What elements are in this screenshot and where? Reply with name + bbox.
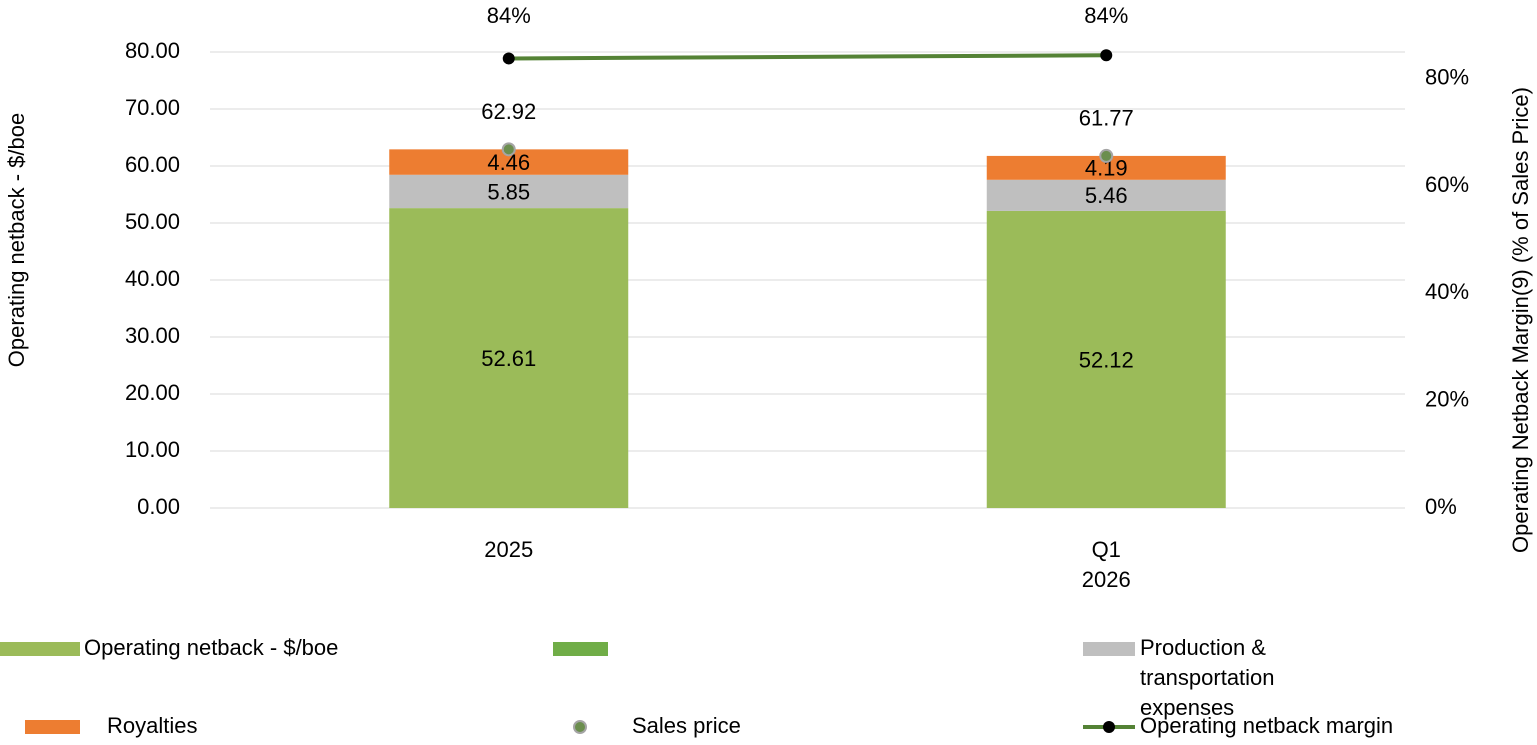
- y2-tick-label: 20%: [1425, 387, 1469, 412]
- y2-tick-label: 40%: [1425, 279, 1469, 304]
- y-tick-label: 30.00: [125, 323, 180, 348]
- data-label: 61.77: [1079, 106, 1134, 131]
- y-tick-label: 20.00: [125, 380, 180, 405]
- legend-label: Operating netback - $/boe: [84, 635, 339, 660]
- y2-axis-title: Operating Netback Margin(9) (% of Sales …: [1508, 87, 1533, 553]
- data-label: 52.12: [1079, 347, 1134, 372]
- bar-segment: [986, 155, 1226, 180]
- bar-segment: [986, 210, 1226, 508]
- data-label: 84%: [487, 3, 531, 28]
- legend-label: Royalties: [107, 713, 198, 738]
- data-label: 5.85: [487, 179, 530, 204]
- y-tick-label: 60.00: [125, 152, 180, 177]
- bar-segment: [986, 179, 1226, 211]
- data-label: 62.92: [481, 99, 536, 124]
- y2-tick-label: 80%: [1425, 65, 1469, 90]
- y2-tick-label: 60%: [1425, 172, 1469, 197]
- margin-dot: [1100, 49, 1113, 62]
- legend-swatch: [1083, 642, 1135, 656]
- bar-segment: [389, 174, 629, 209]
- legend-label: Sales price: [632, 713, 741, 738]
- y2-tick-label: 0%: [1425, 494, 1457, 519]
- x-tick-label: 2025: [484, 537, 534, 562]
- data-label: 5.46: [1085, 183, 1128, 208]
- y-tick-label: 80.00: [125, 38, 180, 63]
- legend-marker: [1103, 721, 1115, 733]
- legend-label: Production & transportation expenses: [1140, 635, 1275, 720]
- y-axis-title: Operating netback - $/boe: [4, 113, 29, 367]
- legend-marker: [573, 720, 587, 734]
- y-tick-label: 10.00: [125, 437, 180, 462]
- x-tick-label: Q1 2026: [1081, 537, 1131, 592]
- margin-dot: [502, 52, 515, 65]
- y-tick-label: 40.00: [125, 266, 180, 291]
- legend-swatch: [0, 642, 80, 656]
- margin-line: [508, 53, 1107, 61]
- legend-swatch: [553, 642, 608, 656]
- y-tick-label: 50.00: [125, 209, 180, 234]
- legend-swatch: [25, 720, 80, 734]
- bar-segment: [389, 208, 629, 509]
- y-tick-label: 0.00: [137, 494, 180, 519]
- sales-price-dot: [1099, 148, 1114, 163]
- y-tick-label: 70.00: [125, 95, 180, 120]
- sales-price-dot: [501, 142, 516, 157]
- data-label: 52.61: [481, 346, 536, 371]
- legend-label: Operating netback margin: [1140, 713, 1394, 738]
- data-label: 84%: [1084, 3, 1128, 28]
